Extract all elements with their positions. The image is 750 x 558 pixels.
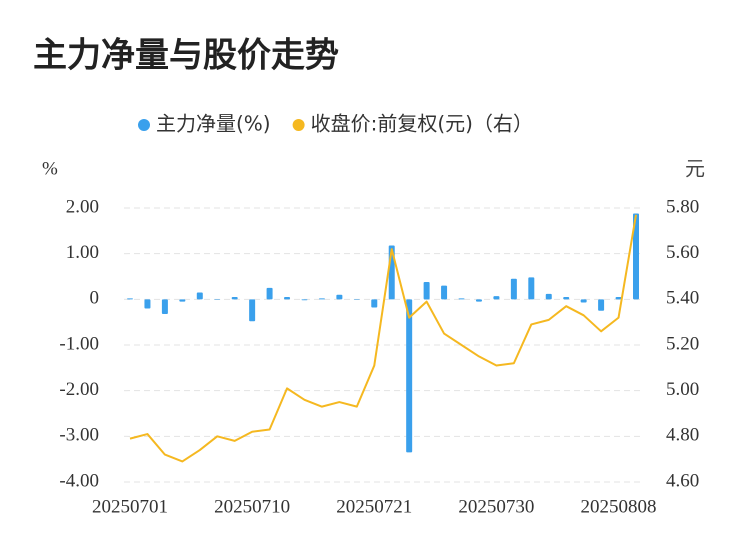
bar	[633, 213, 639, 300]
bar	[441, 285, 448, 300]
bar	[161, 299, 168, 314]
bar	[528, 277, 535, 300]
y-tick-label: 0	[90, 288, 100, 309]
bar	[493, 296, 500, 300]
y2-unit: 元	[685, 157, 705, 181]
x-tick-label: 20250721	[336, 496, 412, 517]
bar	[196, 292, 203, 300]
bar	[266, 287, 273, 300]
bar	[510, 278, 517, 300]
y2-tick-label: 5.60	[666, 242, 699, 263]
bar	[284, 297, 291, 300]
bar	[231, 297, 238, 300]
x-tick-label: 20250730	[458, 496, 534, 517]
x-tick-label: 20250710	[214, 496, 290, 517]
legend-label: 收盘价:前复权(元)（右）	[311, 112, 533, 136]
y2-tick-label: 4.80	[666, 425, 699, 446]
y2-tick-label: 5.20	[666, 333, 699, 354]
bar	[144, 299, 151, 309]
bar	[301, 299, 308, 301]
bar	[545, 293, 552, 300]
y2-tick-label: 5.80	[666, 196, 699, 217]
x-tick-label: 20250701	[92, 496, 168, 517]
legend-swatch	[138, 119, 150, 131]
y2-tick-label: 5.00	[666, 379, 699, 400]
chart-title: 主力净量与股价走势	[33, 36, 339, 76]
bar	[615, 297, 622, 300]
bar	[353, 299, 360, 300]
legend: 主力净量(%) 收盘价:前复权(元)（右）	[138, 112, 533, 136]
bar	[423, 281, 430, 300]
bar	[406, 299, 413, 453]
y-tick-label: -4.00	[59, 470, 99, 491]
bar	[598, 299, 605, 311]
y2-tick-label: 5.40	[666, 288, 699, 309]
bar	[318, 298, 325, 300]
bar	[249, 299, 256, 322]
bar	[336, 294, 343, 300]
y-tick-label: 1.00	[66, 242, 99, 263]
price-line	[129, 214, 637, 463]
y-tick-label: -1.00	[59, 333, 99, 354]
legend-swatch	[292, 119, 305, 131]
bar	[458, 298, 465, 300]
x-tick-label: 20250808	[581, 496, 657, 517]
bar	[214, 299, 221, 300]
y-tick-label: -3.00	[59, 425, 99, 446]
bar	[371, 299, 378, 308]
y-tick-label: 2.00	[66, 196, 99, 217]
bar	[580, 299, 587, 303]
y-tick-label: -2.00	[59, 379, 99, 400]
bar	[127, 298, 133, 300]
y2-tick-label: 4.60	[666, 470, 699, 491]
bar	[179, 299, 186, 302]
legend-label: 主力净量(%)	[156, 112, 271, 136]
y-unit: %	[42, 158, 58, 179]
bar	[563, 297, 570, 300]
bar	[475, 299, 482, 302]
